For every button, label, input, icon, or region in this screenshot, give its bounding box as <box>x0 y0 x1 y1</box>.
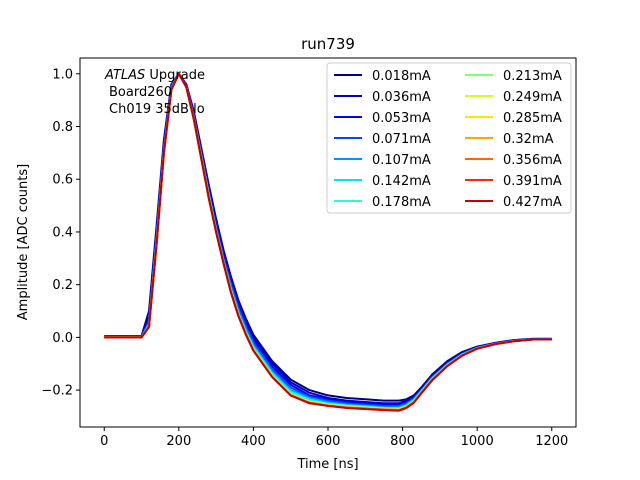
legend-label: 0.249mA <box>503 90 562 105</box>
x-tick-label: 200 <box>166 434 191 449</box>
x-tick-label: 1000 <box>461 434 494 449</box>
annotation-atlas: ATLAS <box>104 68 145 83</box>
legend: 0.018mA 0.036mA 0.053mA 0.071mA 0.107mA 0.142… <box>326 62 572 214</box>
series-line-14 <box>104 72 552 412</box>
annotation-upgrade: Upgrade <box>145 68 205 83</box>
y-tick-label: −0.2 <box>41 384 73 399</box>
legend-box <box>326 62 572 214</box>
x-axis-ticks: 0 200 400 600 800 1000 1200 <box>100 427 568 449</box>
legend-label: 0.107mA <box>372 153 431 168</box>
legend-label: 0.285mA <box>503 111 562 126</box>
legend-label: 0.053mA <box>372 111 431 126</box>
annotation-channel: Ch019 35dB lo <box>109 102 205 117</box>
y-tick-label: 0.0 <box>52 331 73 346</box>
legend-label: 0.036mA <box>372 90 431 105</box>
y-axis-ticks: −0.2 0.0 0.2 0.4 0.6 0.8 1.0 <box>41 67 80 399</box>
legend-label: 0.213mA <box>503 69 562 84</box>
legend-label: 0.178mA <box>372 195 431 210</box>
x-tick-label: 1200 <box>535 434 568 449</box>
legend-label: 0.071mA <box>372 132 431 147</box>
annotation-line1: ATLAS Upgrade <box>104 68 205 83</box>
legend-label: 0.142mA <box>372 174 431 189</box>
x-axis-label: Time [ns] <box>296 457 358 472</box>
x-tick-label: 600 <box>316 434 341 449</box>
plot-lines <box>104 72 552 412</box>
y-tick-label: 0.8 <box>52 120 73 135</box>
y-tick-label: 0.2 <box>52 278 73 293</box>
legend-label: 0.391mA <box>503 174 562 189</box>
legend-label: 0.32mA <box>503 132 554 147</box>
y-tick-label: 1.0 <box>52 67 73 82</box>
x-tick-label: 800 <box>390 434 415 449</box>
x-tick-label: 400 <box>241 434 266 449</box>
legend-label: 0.018mA <box>372 69 431 84</box>
legend-label: 0.427mA <box>503 195 562 210</box>
x-tick-label: 0 <box>100 434 108 449</box>
chart-title: run739 <box>301 35 355 53</box>
y-axis-label: Amplitude [ADC counts] <box>16 164 31 320</box>
legend-label: 0.356mA <box>503 153 562 168</box>
y-tick-label: 0.6 <box>52 173 73 188</box>
annotation-board: Board260 <box>109 85 172 100</box>
y-tick-label: 0.4 <box>52 225 73 240</box>
